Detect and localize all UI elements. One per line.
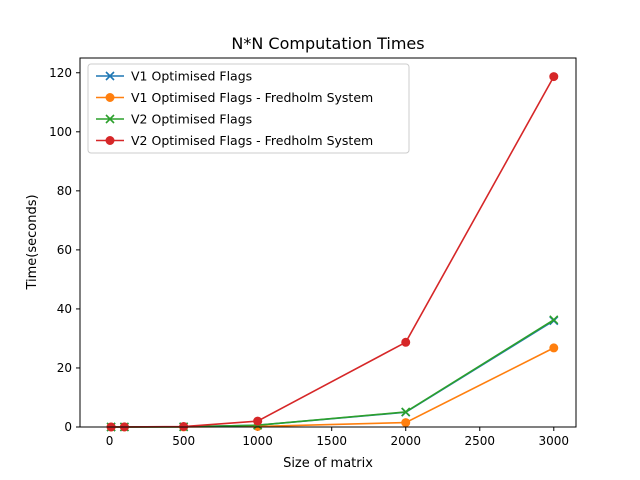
y-axis-label: Time(seconds) bbox=[25, 194, 40, 290]
x-tick-label: 2000 bbox=[390, 434, 421, 448]
legend-label: V2 Optimised Flags bbox=[131, 112, 252, 127]
plot-frame bbox=[79, 57, 577, 428]
chart-title: N*N Computation Times bbox=[231, 34, 424, 53]
y-tick-label: 40 bbox=[57, 302, 72, 316]
legend-label: V1 Optimised Flags bbox=[131, 69, 252, 84]
legend-box bbox=[87, 63, 410, 154]
legend-label: V2 Optimised Flags - Fredholm System bbox=[131, 133, 373, 148]
x-tick-label: 1000 bbox=[242, 434, 273, 448]
y-axis: 0 20 40 60 80 100 120 bbox=[49, 66, 80, 434]
y-tick-label: 60 bbox=[57, 243, 72, 257]
y-tick-label: 20 bbox=[57, 361, 72, 375]
legend-label: V1 Optimised Flags - Fredholm System bbox=[131, 90, 373, 105]
legend-marker bbox=[105, 114, 115, 124]
data-point bbox=[401, 337, 411, 347]
x-tick-label: 0 bbox=[106, 434, 114, 448]
y-tick-label: 0 bbox=[64, 420, 72, 434]
legend-entry: V1 Optimised Flags bbox=[96, 69, 252, 84]
series-3 bbox=[106, 315, 559, 432]
legend-marker bbox=[105, 136, 115, 145]
series-line bbox=[111, 347, 555, 428]
data-point bbox=[549, 343, 559, 353]
legend-entry: V1 Optimised Flags - Fredholm System bbox=[96, 90, 373, 105]
x-tick-label: 3000 bbox=[539, 434, 570, 448]
data-point bbox=[401, 418, 411, 428]
legend-entry: V2 Optimised Flags - Fredholm System bbox=[96, 133, 373, 148]
x-tick-label: 500 bbox=[172, 434, 195, 448]
legend-entry: V2 Optimised Flags bbox=[96, 112, 252, 127]
legend: V1 Optimised Flags V1 Optimised Flags - F… bbox=[87, 63, 410, 154]
data-point bbox=[401, 407, 411, 417]
x-tick-label: 2500 bbox=[464, 434, 495, 448]
data-point bbox=[549, 315, 559, 325]
data-point bbox=[549, 72, 559, 82]
x-tick-label: 1500 bbox=[316, 434, 347, 448]
data-point bbox=[253, 416, 263, 426]
series-line bbox=[111, 320, 555, 428]
legend-marker bbox=[105, 93, 115, 102]
y-tick-label: 120 bbox=[49, 66, 72, 80]
x-axis: 0 500 1000 1500 2000 2500 3000 bbox=[106, 427, 569, 448]
y-tick-label: 80 bbox=[57, 184, 72, 198]
x-axis-label: Size of matrix bbox=[283, 456, 373, 471]
legend-marker bbox=[105, 71, 115, 81]
y-tick-label: 100 bbox=[49, 125, 72, 139]
series-1 bbox=[106, 316, 559, 432]
series-line bbox=[111, 319, 555, 428]
